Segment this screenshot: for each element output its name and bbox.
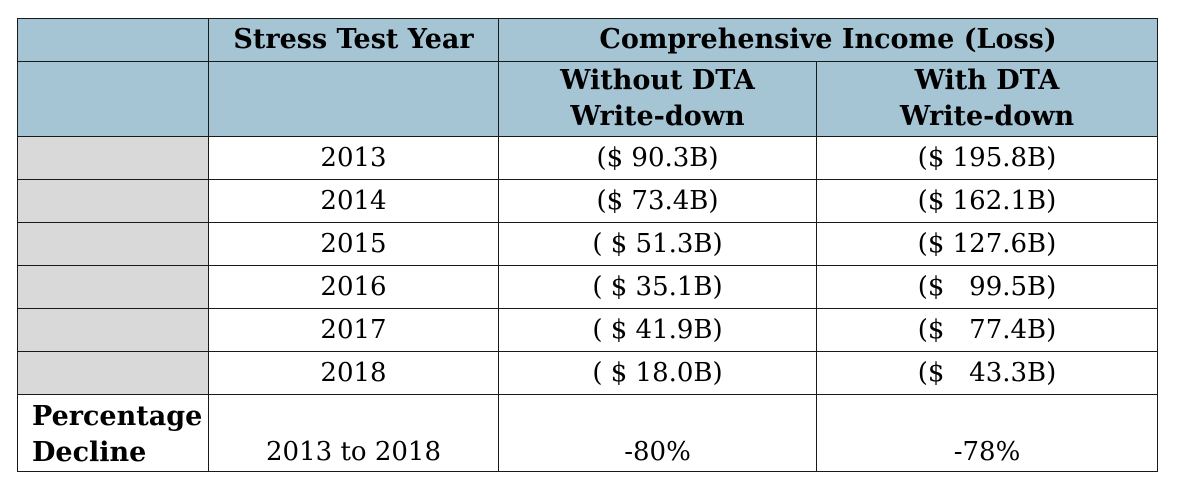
percentage-decline-line-1: Percentage [32, 401, 203, 432]
with-dta-decline: -78% [816, 394, 1158, 472]
table-row: 2017 ( $ 41.9B) ($ 77.4B) [17, 308, 1158, 352]
without-dta-value: ($ 90.3B) [498, 136, 817, 180]
with-dta-header: With DTA Write-down [816, 61, 1158, 137]
without-dta-value: ( $ 35.1B) [498, 265, 817, 309]
with-dta-value: ($ 162.1B) [816, 179, 1158, 223]
stress-test-table: Stress Test Year Comprehensive Income (L… [17, 18, 1158, 472]
without-dta-value: ( $ 41.9B) [498, 308, 817, 352]
percentage-decline-line-2: Decline [32, 437, 147, 468]
row-side-cell [17, 136, 209, 180]
year-cell: 2014 [208, 179, 499, 223]
row-side-cell [17, 222, 209, 266]
row-side-cell [17, 351, 209, 395]
empty-header-cell [208, 61, 499, 137]
corner-cell-2 [17, 61, 209, 137]
table-row: 2014 ($ 73.4B) ($ 162.1B) [17, 179, 1158, 223]
with-dta-line-2: Write-down [899, 101, 1075, 132]
percentage-decline-label: Percentage Decline [17, 394, 209, 472]
with-dta-value: ($ 43.3B) [816, 351, 1158, 395]
with-dta-value: ($ 127.6B) [816, 222, 1158, 266]
decline-period: 2013 to 2018 [208, 394, 499, 472]
without-dta-header: Without DTA Write-down [498, 61, 817, 137]
header-row-2: Without DTA Write-down With DTA Write-do… [17, 61, 1158, 137]
year-cell: 2018 [208, 351, 499, 395]
with-dta-line-1: With DTA [914, 65, 1060, 96]
without-dta-value: ($ 73.4B) [498, 179, 817, 223]
without-dta-line-1: Without DTA [560, 65, 755, 96]
table-row: 2013 ($ 90.3B) ($ 195.8B) [17, 136, 1158, 180]
without-dta-value: ( $ 18.0B) [498, 351, 817, 395]
without-dta-line-2: Write-down [570, 101, 745, 132]
with-dta-value: ($ 195.8B) [816, 136, 1158, 180]
table-row: 2016 ( $ 35.1B) ($ 99.5B) [17, 265, 1158, 309]
header-row-1: Stress Test Year Comprehensive Income (L… [17, 18, 1158, 62]
footer-row: Percentage Decline 2013 to 2018 -80% -78… [17, 394, 1158, 472]
stress-test-year-header: Stress Test Year [208, 18, 499, 62]
year-cell: 2015 [208, 222, 499, 266]
with-dta-value: ($ 99.5B) [816, 265, 1158, 309]
with-dta-value: ($ 77.4B) [816, 308, 1158, 352]
table-row: 2018 ( $ 18.0B) ($ 43.3B) [17, 351, 1158, 395]
year-cell: 2013 [208, 136, 499, 180]
row-side-cell [17, 308, 209, 352]
without-dta-decline: -80% [498, 394, 817, 472]
year-cell: 2017 [208, 308, 499, 352]
year-cell: 2016 [208, 265, 499, 309]
row-side-cell [17, 265, 209, 309]
table-row: 2015 ( $ 51.3B) ($ 127.6B) [17, 222, 1158, 266]
corner-cell [17, 18, 209, 62]
row-side-cell [17, 179, 209, 223]
comprehensive-income-header: Comprehensive Income (Loss) [498, 18, 1158, 62]
without-dta-value: ( $ 51.3B) [498, 222, 817, 266]
